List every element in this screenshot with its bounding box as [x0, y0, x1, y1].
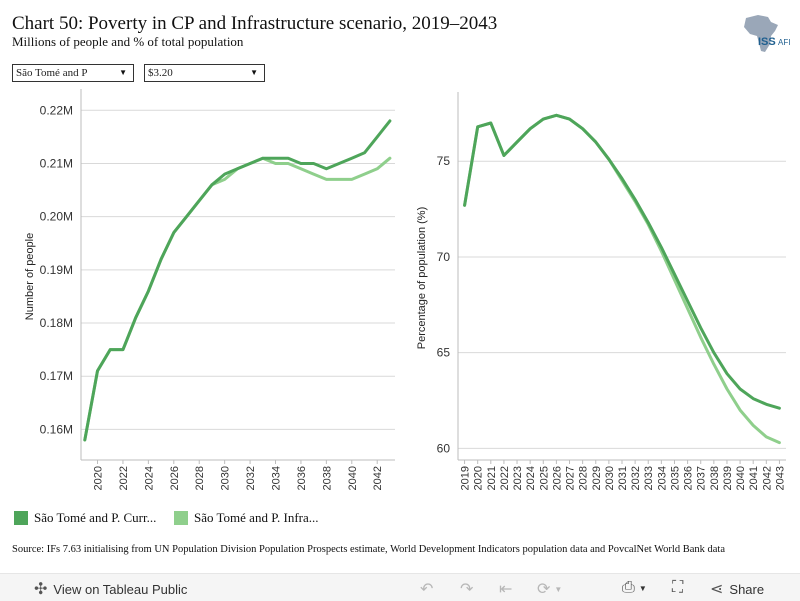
- revert-button[interactable]: ⇤: [499, 579, 512, 599]
- page-title: Chart 50: Poverty in CP and Infrastructu…: [12, 13, 498, 34]
- x-tick-label: 2022: [118, 466, 130, 490]
- page-subtitle: Millions of people and % of total popula…: [12, 34, 244, 49]
- x-tick-label: 2028: [194, 466, 206, 490]
- x-tick-label: 2025: [538, 466, 550, 490]
- redo-button[interactable]: ↷: [460, 579, 473, 599]
- x-tick-label: 2026: [551, 466, 563, 490]
- x-tick-label: 2043: [774, 466, 786, 490]
- revert-icon: ⇤: [499, 581, 513, 598]
- series-line: [463, 113, 781, 445]
- x-tick-label: 2022: [499, 466, 511, 490]
- y-tick-label: 0.19M: [40, 263, 73, 277]
- logo-text-2: AFI: [778, 38, 790, 47]
- x-tick-label: 2023: [512, 466, 524, 490]
- x-tick-label: 2038: [709, 466, 721, 490]
- x-tick-label: 2030: [604, 466, 616, 490]
- x-tick-label: 2033: [643, 466, 655, 490]
- percentage-chart: 60 65 70 75 2019 2020 2021 2022 2023 2024 2025 2026…: [416, 92, 786, 490]
- share-button[interactable]: ⋖ Share: [710, 579, 764, 599]
- x-tick-label: 2039: [722, 466, 734, 490]
- series-line: [83, 119, 392, 442]
- africa-map-logo: ISS AFI: [744, 15, 790, 52]
- x-tick-label: 2032: [630, 466, 642, 490]
- legend-swatch: [174, 511, 188, 525]
- chevron-down-icon: ▼: [554, 584, 563, 594]
- y-tick-label: 0.16M: [40, 422, 73, 436]
- fullscreen-icon: ⛶: [672, 579, 684, 596]
- logo-text: ISS: [758, 36, 776, 48]
- series-line: [83, 156, 392, 442]
- x-tick-label: 2036: [296, 466, 308, 490]
- x-tick-label: 2036: [683, 466, 695, 490]
- y-axis-label: Percentage of population (%): [416, 207, 428, 349]
- country-filter-value: São Tomé and P: [16, 67, 88, 79]
- x-tick-label: 2038: [321, 466, 333, 490]
- legend-label: São Tomé and P. Curr...: [34, 510, 157, 525]
- y-tick-label: 70: [437, 250, 451, 264]
- x-tick-label: 2020: [473, 466, 485, 490]
- undo-button[interactable]: ↶: [420, 579, 433, 599]
- x-tick-label: 2040: [735, 466, 747, 490]
- source-note: Source: IFs 7.63 initialising from UN Po…: [12, 544, 725, 555]
- view-on-tableau-label: View on Tableau Public: [53, 581, 188, 597]
- x-tick-label: 2042: [761, 466, 773, 490]
- y-tick-label: 0.18M: [40, 316, 73, 330]
- x-tick-label: 2030: [220, 466, 232, 490]
- x-tick-label: 2042: [372, 466, 384, 490]
- legend-label: São Tomé and P. Infra...: [194, 510, 319, 525]
- x-tick-label: 2024: [525, 466, 537, 490]
- x-tick-label: 2019: [460, 466, 472, 490]
- share-label: Share: [729, 581, 765, 597]
- legend-item-current-path[interactable]: São Tomé and P. Curr...: [14, 510, 156, 526]
- x-tick-label: 2029: [591, 466, 603, 490]
- country-filter-dropdown[interactable]: São Tomé and P ▼: [12, 64, 134, 82]
- undo-icon: ↶: [420, 581, 434, 598]
- x-tick-label: 2024: [143, 466, 155, 490]
- x-tick-label: 2037: [696, 466, 708, 490]
- y-tick-label: 75: [437, 154, 451, 168]
- x-tick-label: 2026: [169, 466, 181, 490]
- y-axis-label: Number of people: [24, 233, 36, 320]
- y-tick-label: 0.22M: [40, 103, 73, 117]
- x-tick-label: 2040: [347, 466, 359, 490]
- y-tick-label: 0.21M: [40, 156, 73, 170]
- y-tick-label: 0.20M: [40, 210, 73, 224]
- y-tick-label: 0.17M: [40, 369, 73, 383]
- share-icon: ⋖: [710, 581, 724, 598]
- y-tick-label: 65: [437, 346, 451, 360]
- x-tick-label: 2027: [565, 466, 577, 490]
- legend-swatch: [14, 511, 28, 525]
- x-tick-label: 2034: [656, 466, 668, 490]
- x-tick-label: 2041: [748, 466, 760, 490]
- y-tick-label: 60: [437, 441, 451, 455]
- x-tick-label: 2031: [617, 466, 629, 490]
- refresh-icon: ⟳: [537, 581, 551, 598]
- poverty-line-filter-dropdown[interactable]: $3.20 ▼: [144, 64, 265, 82]
- series-line: [463, 113, 781, 410]
- x-tick-label: 2034: [271, 466, 283, 490]
- fullscreen-button[interactable]: ⛶: [672, 579, 683, 597]
- redo-icon: ↷: [460, 581, 474, 598]
- poverty-line-filter-value: $3.20: [148, 67, 173, 79]
- chevron-down-icon: ▼: [638, 583, 647, 593]
- x-tick-label: 2021: [486, 466, 498, 490]
- x-tick-label: 2035: [669, 466, 681, 490]
- x-tick-label: 2032: [245, 466, 257, 490]
- view-on-tableau-button[interactable]: ✣ View on Tableau Public: [34, 579, 187, 599]
- people-chart: 0.16M 0.17M 0.18M 0.19M 0.20M 0.21M 0.22M 2020 2…: [24, 89, 395, 490]
- x-tick-label: 2020: [93, 466, 105, 490]
- chevron-down-icon: ▼: [119, 68, 127, 77]
- legend-item-infrastructure[interactable]: São Tomé and P. Infra...: [174, 510, 319, 526]
- tableau-icon: ✣: [34, 581, 48, 598]
- refresh-button[interactable]: ⟳ ▼: [537, 579, 562, 599]
- tableau-toolbar: ✣ View on Tableau Public ↶ ↷ ⇤ ⟳ ▼ ⎙ ▼ ⛶ ⋖…: [0, 573, 800, 601]
- download-button[interactable]: ⎙ ▼: [622, 579, 647, 597]
- chevron-down-icon: ▼: [250, 68, 258, 77]
- download-icon: ⎙: [622, 579, 635, 596]
- africa-map-icon: [744, 15, 778, 52]
- x-tick-label: 2028: [578, 466, 590, 490]
